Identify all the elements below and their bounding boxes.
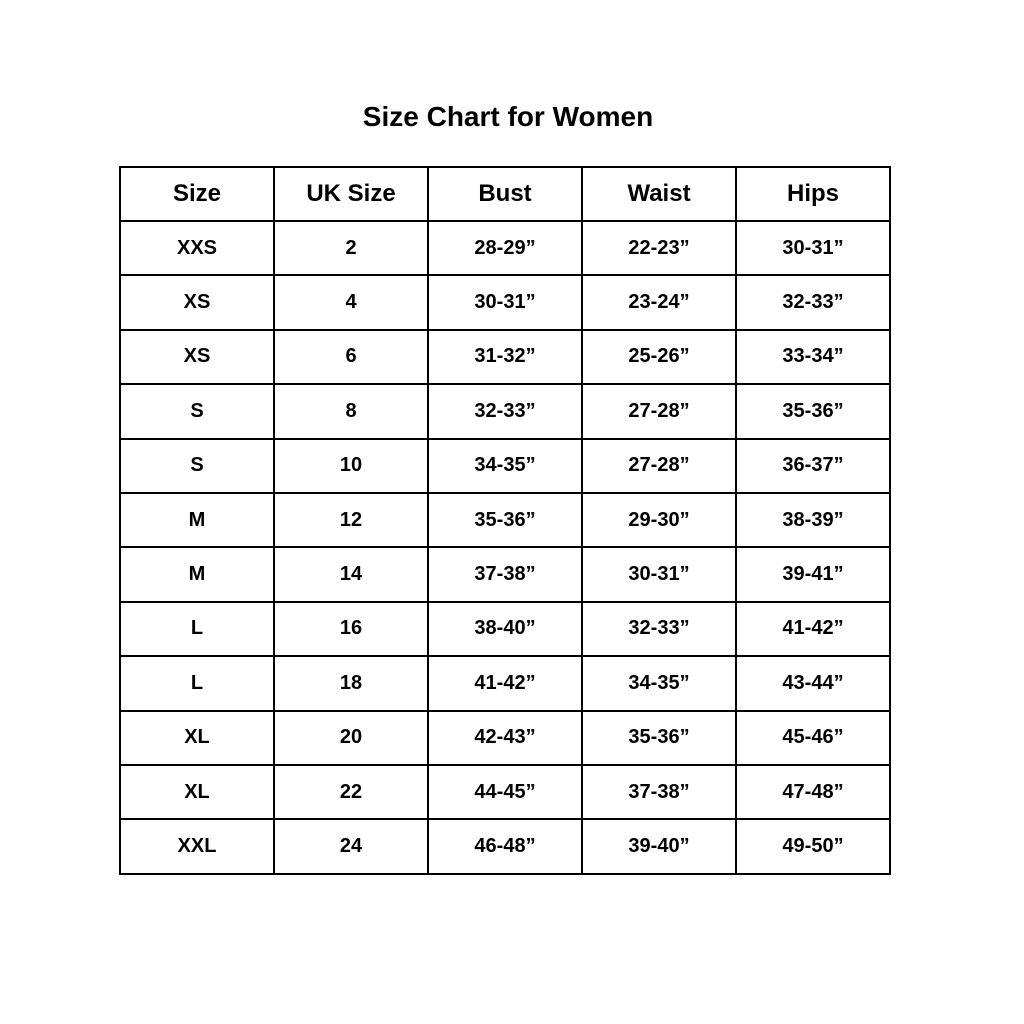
table-cell: 4 <box>273 274 429 331</box>
table-cell: XXL <box>119 818 275 875</box>
table-cell: 28-29” <box>427 219 583 277</box>
table-cell: 37-38” <box>581 763 737 821</box>
table-row: XXS 2 28-29” 22-23” 30-31” <box>119 219 891 277</box>
table-row: M 12 35-36” 29-30” 38-39” <box>119 491 891 549</box>
table-cell: L <box>119 655 275 712</box>
column-header: Size <box>119 166 275 222</box>
table-cell: 30-31” <box>427 274 583 331</box>
table-body: XXS 2 28-29” 22-23” 30-31” XS 4 30-31” 23-24” 32-… <box>119 219 891 875</box>
column-header: Hips <box>735 166 891 222</box>
table-cell: 35-36” <box>735 383 891 440</box>
table-row: XXL 24 46-48” 39-40” 49-50” <box>119 818 891 875</box>
table-cell: 41-42” <box>735 600 891 658</box>
table-cell: M <box>119 546 275 603</box>
table-cell: 37-38” <box>427 546 583 603</box>
table-cell: 23-24” <box>581 274 737 331</box>
table-cell: 44-45” <box>427 763 583 821</box>
table-cell: 27-28” <box>581 437 737 494</box>
table-cell: 12 <box>273 491 429 549</box>
table-row: XL 22 44-45” 37-38” 47-48” <box>119 763 891 821</box>
table-cell: 30-31” <box>735 219 891 277</box>
table-cell: 6 <box>273 328 429 386</box>
table-cell: 45-46” <box>735 709 891 766</box>
table-cell: 47-48” <box>735 763 891 821</box>
table-cell: 14 <box>273 546 429 603</box>
column-header: UK Size <box>273 166 429 222</box>
table-row: XS 4 30-31” 23-24” 32-33” <box>119 274 891 331</box>
table-cell: 18 <box>273 655 429 712</box>
table-cell: 38-40” <box>427 600 583 658</box>
table-cell: 22-23” <box>581 219 737 277</box>
table-cell: 32-33” <box>735 274 891 331</box>
table-cell: 24 <box>273 818 429 875</box>
table-cell: 43-44” <box>735 655 891 712</box>
table-cell: XXS <box>119 219 275 277</box>
table-cell: S <box>119 383 275 440</box>
table-cell: 2 <box>273 219 429 277</box>
table-row: L 16 38-40” 32-33” 41-42” <box>119 600 891 658</box>
table-cell: S <box>119 437 275 494</box>
table-cell: 35-36” <box>427 491 583 549</box>
table-cell: XL <box>119 763 275 821</box>
column-header: Bust <box>427 166 583 222</box>
table-cell: 29-30” <box>581 491 737 549</box>
table-cell: M <box>119 491 275 549</box>
table-cell: 25-26” <box>581 328 737 386</box>
table-row: S 8 32-33” 27-28” 35-36” <box>119 383 891 440</box>
table-cell: XL <box>119 709 275 766</box>
table-cell: 41-42” <box>427 655 583 712</box>
table-row: S 10 34-35” 27-28” 36-37” <box>119 437 891 494</box>
table-cell: 16 <box>273 600 429 658</box>
table-cell: 32-33” <box>581 600 737 658</box>
table-cell: 34-35” <box>427 437 583 494</box>
table-cell: 27-28” <box>581 383 737 440</box>
column-header: Waist <box>581 166 737 222</box>
table-cell: 20 <box>273 709 429 766</box>
table-cell: 31-32” <box>427 328 583 386</box>
table-cell: L <box>119 600 275 658</box>
table-cell: XS <box>119 274 275 331</box>
table-row: XL 20 42-43” 35-36” 45-46” <box>119 709 891 766</box>
table-cell: 46-48” <box>427 818 583 875</box>
table-cell: XS <box>119 328 275 386</box>
table-cell: 30-31” <box>581 546 737 603</box>
table-cell: 32-33” <box>427 383 583 440</box>
table-cell: 34-35” <box>581 655 737 712</box>
table-cell: 8 <box>273 383 429 440</box>
table-cell: 22 <box>273 763 429 821</box>
size-chart-table: Size UK Size Bust Waist Hips XXS 2 28-29” 22-23… <box>119 166 891 875</box>
table-cell: 42-43” <box>427 709 583 766</box>
header-row: Size UK Size Bust Waist Hips <box>119 166 891 222</box>
table-cell: 35-36” <box>581 709 737 766</box>
table-row: L 18 41-42” 34-35” 43-44” <box>119 655 891 712</box>
table-cell: 49-50” <box>735 818 891 875</box>
table-cell: 36-37” <box>735 437 891 494</box>
table-cell: 33-34” <box>735 328 891 386</box>
table-cell: 38-39” <box>735 491 891 549</box>
table-cell: 39-41” <box>735 546 891 603</box>
table-cell: 39-40” <box>581 818 737 875</box>
table-row: M 14 37-38” 30-31” 39-41” <box>119 546 891 603</box>
table-cell: 10 <box>273 437 429 494</box>
table-row: XS 6 31-32” 25-26” 33-34” <box>119 328 891 386</box>
page-title: Size Chart for Women <box>362 101 654 132</box>
